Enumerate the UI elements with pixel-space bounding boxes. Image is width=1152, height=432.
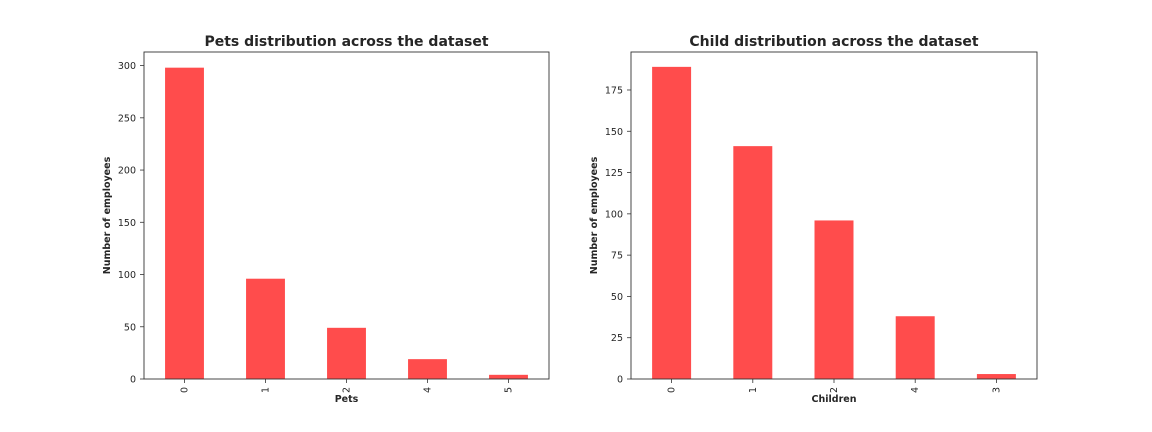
pets-bar-2 [327, 327, 366, 379]
child-ytick-label: 75 [611, 251, 623, 262]
pets-ytick-label: 50 [124, 322, 136, 333]
child-bar-2 [814, 220, 854, 379]
child-bar-1 [733, 146, 773, 379]
pets-ytick-label: 250 [118, 113, 136, 124]
child-ytick-label: 125 [605, 168, 623, 179]
pets-y-axis-label: Number of employees [102, 156, 113, 274]
child-chart-title: Child distribution across the dataset [689, 34, 978, 50]
child-chart: 0 25 50 75 100 125 150 175 0 1 2 4 3 Child distributi… [589, 34, 1038, 405]
pets-ytick-label: 0 [130, 375, 136, 386]
pets-ytick-label: 300 [118, 61, 136, 72]
pets-chart-title: Pets distribution across the dataset [204, 34, 488, 50]
pets-bar-5 [489, 374, 528, 379]
pets-ytick-label: 200 [118, 166, 136, 177]
pets-bar-1 [246, 278, 285, 379]
child-ytick-label: 175 [605, 85, 623, 96]
pets-bar-0 [165, 67, 204, 380]
pets-xtick-label: 2 [342, 387, 353, 393]
child-ytick-label: 50 [611, 292, 623, 303]
pets-ytick-label: 150 [118, 218, 136, 229]
pets-xtick-label: 1 [261, 387, 272, 393]
pets-chart: 0 50 100 150 200 250 300 0 1 2 4 5 Pets distribution… [102, 34, 550, 405]
child-x-axis-label: Children [812, 394, 857, 405]
child-y-axis-label: Number of employees [589, 156, 600, 274]
child-ytick-label: 100 [605, 209, 623, 220]
child-xtick-label: 4 [910, 387, 921, 393]
child-xtick-label: 1 [748, 387, 759, 393]
child-bar-3 [976, 374, 1016, 379]
child-bar-4 [895, 316, 935, 379]
pets-ytick-label: 100 [118, 270, 136, 281]
pets-xtick-label: 0 [180, 387, 191, 393]
child-ytick-label: 0 [617, 375, 623, 386]
pets-x-axis-label: Pets [335, 394, 359, 405]
pets-bar-4 [408, 359, 447, 379]
child-xtick-label: 0 [667, 387, 678, 393]
child-ytick-label: 25 [611, 333, 623, 344]
child-ytick-label: 150 [605, 127, 623, 138]
child-xtick-label: 3 [991, 387, 1002, 393]
child-bar-0 [652, 66, 692, 380]
child-xtick-label: 2 [829, 387, 840, 393]
pets-xtick-label: 4 [423, 387, 434, 393]
pets-xtick-label: 5 [504, 387, 515, 393]
